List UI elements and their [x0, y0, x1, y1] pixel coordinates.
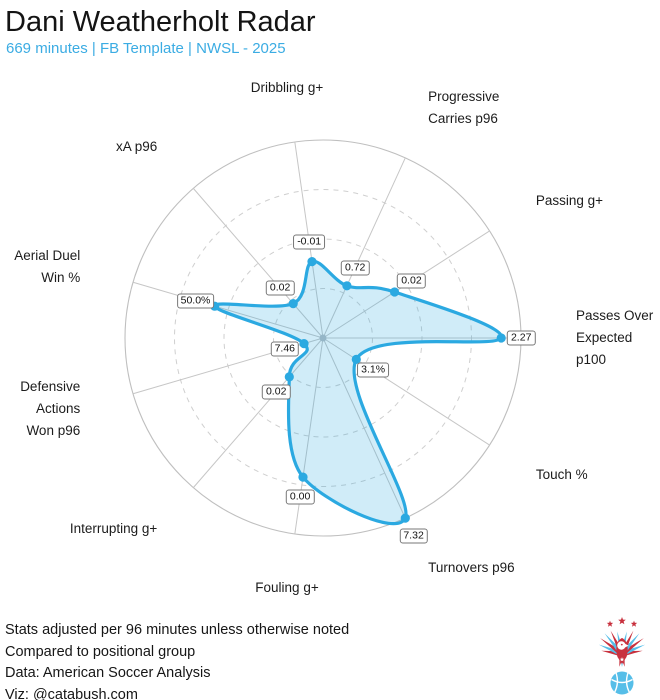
center-hub — [319, 334, 327, 342]
footer-note-viz-credit: Viz: @catabush.com — [5, 686, 138, 700]
data-point — [298, 472, 308, 482]
page-title: Dani Weatherholt Radar — [5, 6, 316, 38]
data-point — [284, 372, 294, 382]
american-soccer-analysis-eagle-logo — [598, 617, 646, 696]
eagle-beak — [624, 643, 629, 648]
eagle-eye — [620, 643, 623, 646]
body-star-icon — [619, 657, 625, 662]
axis-spoke — [192, 337, 324, 488]
data-point — [496, 333, 506, 343]
data-point — [210, 301, 220, 311]
eagle-head — [617, 641, 626, 650]
data-point — [351, 354, 361, 364]
data-point — [288, 299, 298, 309]
footer-note-data-source: Data: American Soccer Analysis — [5, 665, 211, 681]
ball-seam — [613, 672, 619, 693]
radar-area — [213, 259, 503, 526]
star-icon — [618, 617, 626, 625]
star-icon — [630, 620, 638, 627]
footer-note-comparison: Compared to positional group — [5, 643, 196, 660]
data-point — [342, 281, 352, 291]
axis-spoke — [132, 281, 324, 339]
page-subtitle: 669 minutes | FB Template | NWSL - 2025 — [6, 40, 286, 57]
axis-spoke — [192, 188, 324, 339]
data-point — [299, 339, 309, 349]
footer-notes: Stats adjusted per 96 minutes unless oth… — [5, 620, 349, 700]
data-point — [307, 257, 317, 267]
axis-spoke — [322, 337, 406, 519]
data-point — [390, 287, 400, 297]
star-icon — [606, 620, 614, 627]
axis-spoke — [322, 157, 406, 339]
ball-seam — [625, 672, 631, 693]
data-point — [400, 513, 410, 523]
footer-note-adjustment: Stats adjusted per 96 minutes unless oth… — [5, 622, 350, 638]
axis-spoke — [322, 337, 490, 446]
ball-seam — [611, 678, 633, 684]
